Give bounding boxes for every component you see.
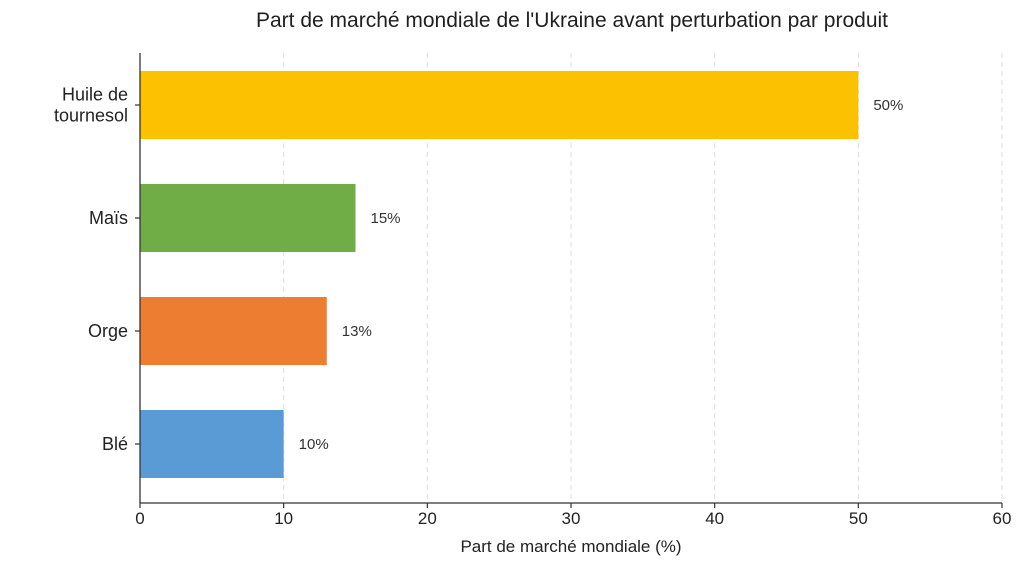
x-tick-label: 60 (993, 509, 1012, 528)
bar (140, 297, 327, 365)
data-label: 50% (873, 97, 903, 114)
data-label: 15% (371, 210, 401, 227)
x-tick-label: 30 (562, 509, 581, 528)
category-label: Orge (88, 321, 128, 341)
x-tick-label: 50 (849, 509, 868, 528)
data-label: 10% (299, 436, 329, 453)
x-tick-label: 0 (135, 509, 144, 528)
x-axis-ticks: 0 10 20 30 40 50 60 (135, 503, 1011, 528)
x-axis-label: Part de marché mondiale (%) (460, 537, 681, 556)
category-label: tournesol (54, 106, 128, 126)
chart-title: Part de marché mondiale de l'Ukraine ava… (256, 9, 888, 32)
x-tick-label: 40 (705, 509, 724, 528)
x-tick-label: 10 (274, 509, 293, 528)
bars (140, 71, 859, 478)
data-labels: 50% 15% 13% 10% (299, 97, 904, 453)
category-label: Maïs (89, 208, 128, 228)
category-label: Blé (102, 434, 128, 454)
bar (140, 71, 859, 139)
category-label: Huile de (62, 85, 128, 105)
x-tick-label: 20 (418, 509, 437, 528)
bar (140, 410, 284, 478)
bar (140, 184, 356, 252)
data-label: 13% (342, 323, 372, 340)
